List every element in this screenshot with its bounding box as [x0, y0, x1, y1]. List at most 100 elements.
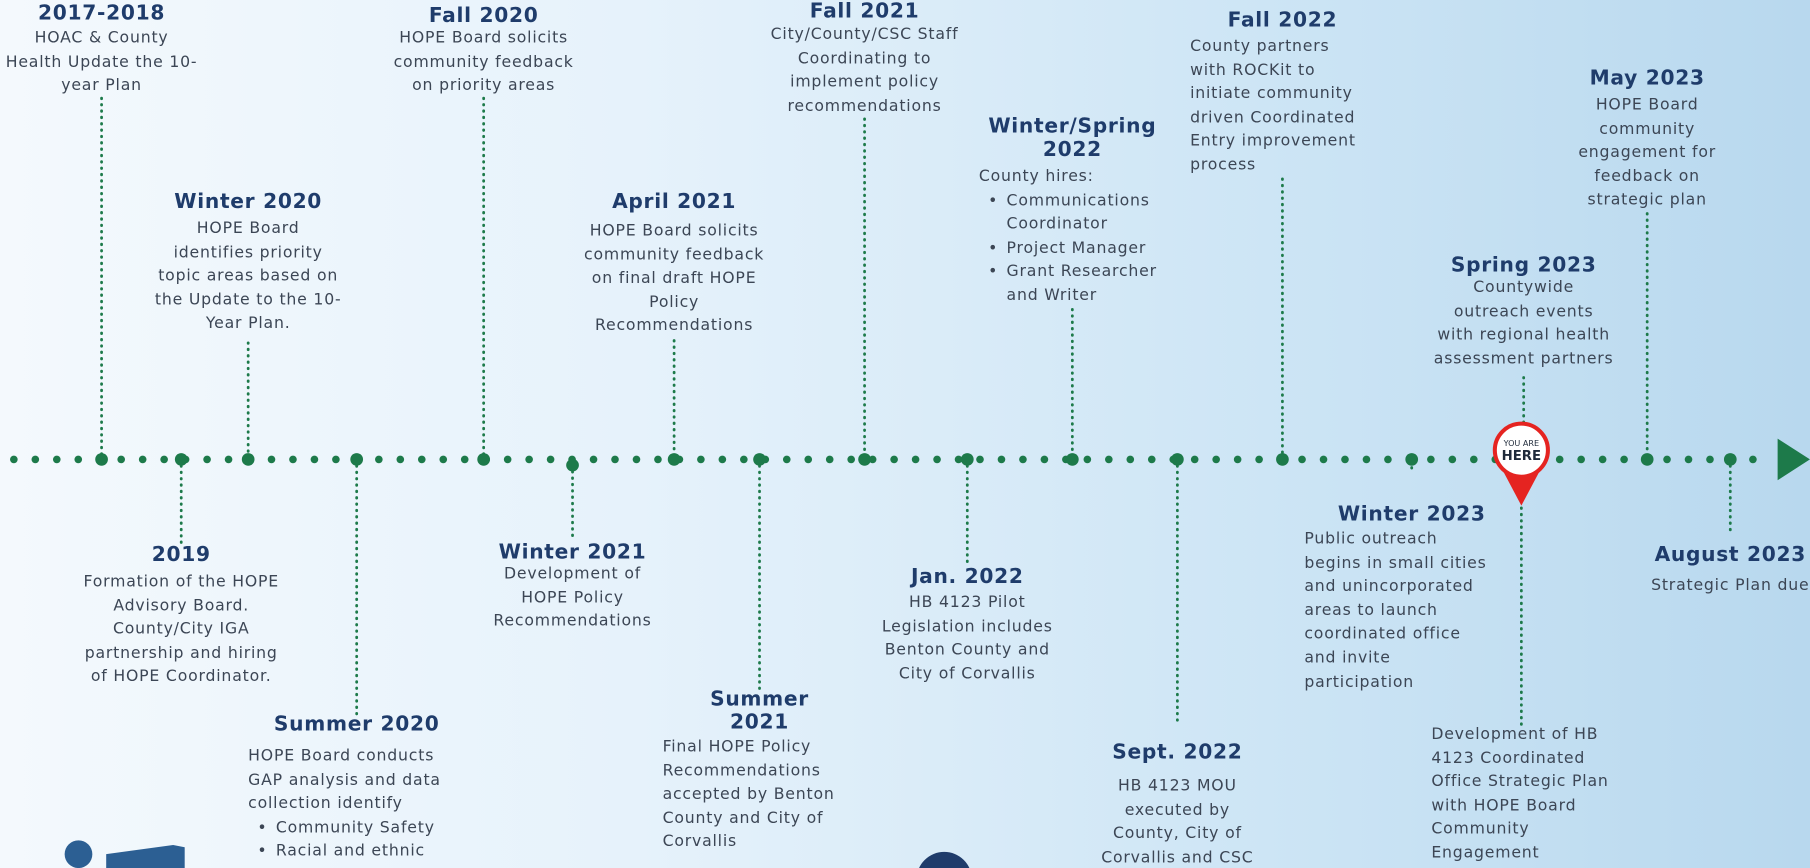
- timeline-dot: [1663, 455, 1671, 464]
- bullet-line: Communications: [979, 189, 1157, 213]
- event-node: [753, 453, 766, 466]
- text-line: County/City IGA: [112, 620, 250, 639]
- text-line: Legislation includes: [881, 617, 1053, 636]
- text-line: and unincorporated: [1304, 577, 1474, 596]
- event-node: [667, 453, 681, 466]
- event-title: Winter/Spring 2022: [988, 115, 1157, 162]
- timeline-dot: [1105, 455, 1113, 464]
- timeline-dot: [1298, 455, 1306, 464]
- event-title: August 2023: [1654, 543, 1806, 567]
- timeline-dot: [10, 455, 18, 464]
- text-line: on final draft HOPE: [591, 269, 757, 288]
- note-text: Development of HB 4123 Coordinated Office …: [1431, 723, 1608, 866]
- timeline-dot: [1255, 455, 1263, 464]
- timeline-dot: [310, 455, 319, 464]
- timeline-dot: [439, 455, 448, 464]
- text-line: process: [1190, 155, 1257, 175]
- event-text: HOPE Board identifies priority topic areas…: [75, 217, 421, 336]
- event-title: Spring 2023: [1450, 253, 1597, 278]
- text-line: HOPE Board: [196, 219, 300, 238]
- event-text: Final HOPE Policy Recommendations accepted…: [663, 735, 835, 854]
- text-line: Corvallis and CSC: [1101, 848, 1254, 867]
- text-line: GAP analysis and data: [248, 770, 441, 790]
- timeline-dot: [138, 455, 147, 464]
- text-line: HOPE Board conducts: [248, 746, 435, 766]
- timeline-dot: [933, 455, 941, 464]
- text-line: topic areas based on: [158, 266, 339, 286]
- text-line: coordinated office: [1304, 624, 1461, 644]
- text-line: areas to launch: [1304, 601, 1438, 620]
- text-line: HOPE Board: [1595, 95, 1699, 115]
- text-line: identifies priority: [173, 243, 323, 262]
- event-text: Development of HOPE Policy Recommendations: [399, 562, 745, 633]
- timeline-dot: [611, 455, 619, 464]
- bullet-line: Grant Researcher: [979, 260, 1157, 284]
- event-node: [1276, 453, 1289, 466]
- event-text: County partners with ROCKit to initiate co…: [1190, 35, 1356, 178]
- timeline-dot: [740, 455, 748, 464]
- text-line: Final HOPE Policy: [662, 737, 812, 757]
- text-line: Benton County and: [884, 640, 1050, 660]
- text-line: participation: [1304, 672, 1415, 691]
- event-node: [1405, 453, 1419, 466]
- event-node: [477, 453, 491, 466]
- text-line: on priority areas: [412, 76, 556, 95]
- event-title: 2019: [151, 543, 211, 567]
- timeline-dot: [1083, 455, 1092, 464]
- timeline-dot: [160, 455, 168, 464]
- text-line: Recommendations: [662, 761, 821, 780]
- timeline-dot: [525, 455, 533, 464]
- text-line: partnership and hiring: [84, 643, 278, 663]
- timeline-dot: [868, 455, 877, 464]
- event-text: HOPE Board solicits community feedback on …: [501, 219, 847, 338]
- text-line: the Update to the 10-: [154, 290, 342, 310]
- event-title: April 2021: [612, 190, 737, 214]
- text-line: driven Coordinated: [1190, 108, 1356, 127]
- event-text: Strategic Plan due: [1557, 574, 1810, 598]
- text-line: Formation of the HOPE: [83, 572, 279, 592]
- text-line: Office Strategic Plan: [1431, 772, 1609, 791]
- timeline-dot: [332, 455, 340, 464]
- text-line: Recommendations: [595, 316, 754, 336]
- text-line: HOPE Board solicits: [399, 28, 569, 48]
- timeline-dot: [1620, 455, 1628, 464]
- timeline-dot: [1384, 455, 1392, 464]
- text-line: County partners: [1190, 36, 1330, 56]
- marker-text: HERE: [1502, 449, 1541, 464]
- timeline-dot: [1598, 455, 1607, 464]
- text-line: Entry improvement: [1190, 132, 1356, 151]
- text-line: implement policy: [790, 72, 939, 92]
- event-node: [1640, 453, 1654, 466]
- event-text: County hires: CommunicationsCoordinatorPr…: [979, 165, 1157, 308]
- timeline-dot: [911, 455, 920, 464]
- event-node: [1065, 453, 1079, 466]
- text-line: HB 4123 MOU: [1118, 776, 1237, 796]
- timeline-dot: [289, 455, 297, 464]
- timeline-dot: [52, 455, 61, 464]
- text-line: collection identify: [248, 794, 403, 813]
- bullet-line: and Writer: [1006, 286, 1098, 305]
- text-line: City/County/CSC Staff: [770, 25, 959, 44]
- text-line: with HOPE Board: [1431, 796, 1577, 815]
- event-node: [960, 453, 974, 466]
- bullet-line: Racial and ethnic: [248, 840, 441, 864]
- event-node: [858, 453, 871, 466]
- text-line: feedback on: [1594, 167, 1700, 186]
- text-line: of HOPE Coordinator.: [90, 667, 272, 687]
- decor-circle: [919, 851, 970, 868]
- event-text: Countywide outreach events with regional h…: [1351, 276, 1697, 371]
- timeline-dot: [224, 455, 233, 464]
- timeline-dot: [1040, 455, 1049, 464]
- timeline-dot: [997, 455, 1006, 464]
- marker-text: YOU ARE: [1503, 438, 1540, 448]
- text-line: year Plan: [61, 76, 142, 95]
- event-node: [241, 453, 255, 466]
- bullet-line: Coordinator: [1006, 214, 1108, 234]
- text-line: Strategic Plan due: [1651, 575, 1810, 595]
- timeline-dot: [1019, 455, 1027, 464]
- event-title: Fall 2020: [428, 4, 539, 28]
- timeline-dot: [890, 455, 898, 464]
- timeline-dot: [1362, 455, 1371, 464]
- timeline-dot: [654, 455, 662, 464]
